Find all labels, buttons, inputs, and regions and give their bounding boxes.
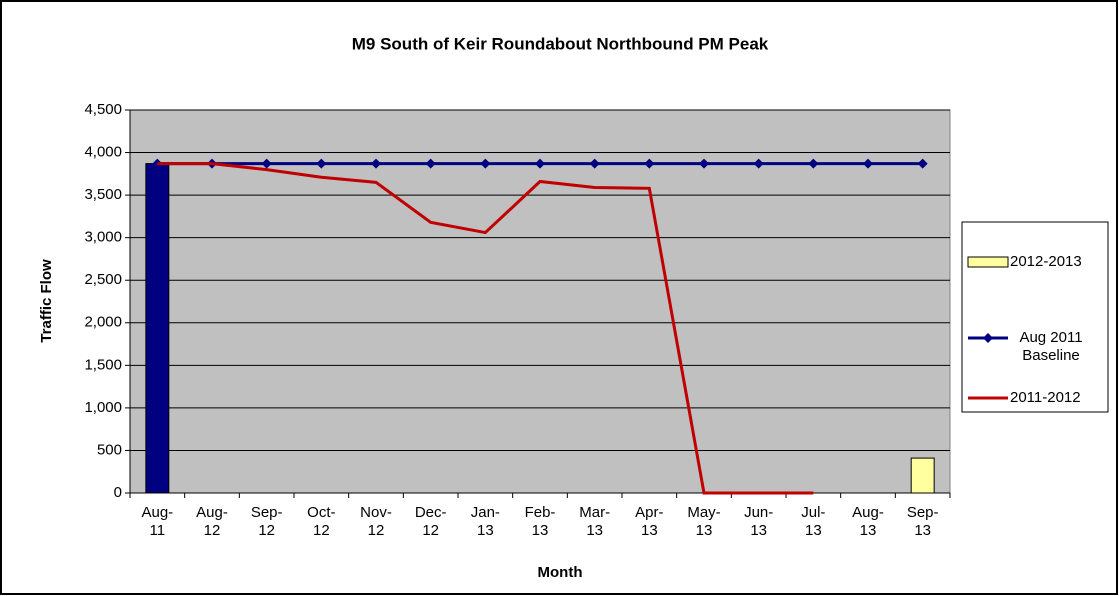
plot-area xyxy=(129,109,951,494)
x-tick-label: Jul-13 xyxy=(801,504,826,539)
marker xyxy=(480,158,491,169)
x-tick-label: May-13 xyxy=(687,504,721,539)
legend-swatch xyxy=(967,256,1009,268)
marker xyxy=(371,158,381,169)
marker xyxy=(699,158,709,169)
x-tick-label: Dec-12 xyxy=(414,504,447,539)
marker xyxy=(644,158,655,169)
y-tick-label: 1,000 xyxy=(84,399,122,416)
y-tick-label: 0 xyxy=(114,484,122,501)
x-tick-label: Aug-13 xyxy=(852,504,884,539)
x-tick-label: Jun-13 xyxy=(744,504,774,539)
line xyxy=(157,162,814,495)
bar xyxy=(145,163,170,494)
legend-label: 2012-2013 xyxy=(1010,253,1082,270)
marker xyxy=(425,158,436,169)
x-tick-label: Apr-13 xyxy=(635,504,664,539)
y-tick-label: 4,500 xyxy=(84,101,122,118)
y-tick-label: 1,500 xyxy=(84,356,122,373)
x-tick-label: Jan-13 xyxy=(470,504,500,539)
y-axis-title: Traffic Flow xyxy=(38,259,55,343)
x-tick-label: Oct-12 xyxy=(307,504,336,539)
marker xyxy=(261,158,272,169)
x-tick-label: Sep-13 xyxy=(906,504,939,539)
legend-label: 2011-2012 xyxy=(1010,389,1081,406)
y-tick-label: 2,000 xyxy=(84,314,122,331)
legend-box xyxy=(961,221,1109,413)
marker xyxy=(917,158,928,169)
x-tick-label: Nov-12 xyxy=(360,504,392,539)
y-tick-label: 3,500 xyxy=(84,186,122,203)
y-tick-label: 500 xyxy=(97,441,122,458)
marker xyxy=(589,158,600,169)
legend-marker xyxy=(983,333,993,343)
x-tick-label: Sep-12 xyxy=(250,504,283,539)
y-tick-label: 3,000 xyxy=(84,229,122,246)
x-tick-label: Mar-13 xyxy=(579,504,611,539)
marker xyxy=(808,158,819,169)
y-tick-label: 4,000 xyxy=(84,144,122,161)
x-tick-label: Aug-11 xyxy=(141,504,174,539)
x-axis-title: Month xyxy=(538,564,583,581)
bar xyxy=(910,457,935,494)
x-tick-label: Feb-13 xyxy=(524,504,556,539)
chart-title: M9 South of Keir Roundabout Northbound P… xyxy=(352,34,769,53)
marker xyxy=(863,158,873,169)
marker xyxy=(316,158,327,169)
marker xyxy=(535,158,545,169)
legend-label: Aug 2011 Baseline xyxy=(1019,329,1083,364)
x-tick-label: Aug-12 xyxy=(196,504,228,539)
y-tick-label: 2,500 xyxy=(84,271,122,288)
marker xyxy=(753,158,764,169)
